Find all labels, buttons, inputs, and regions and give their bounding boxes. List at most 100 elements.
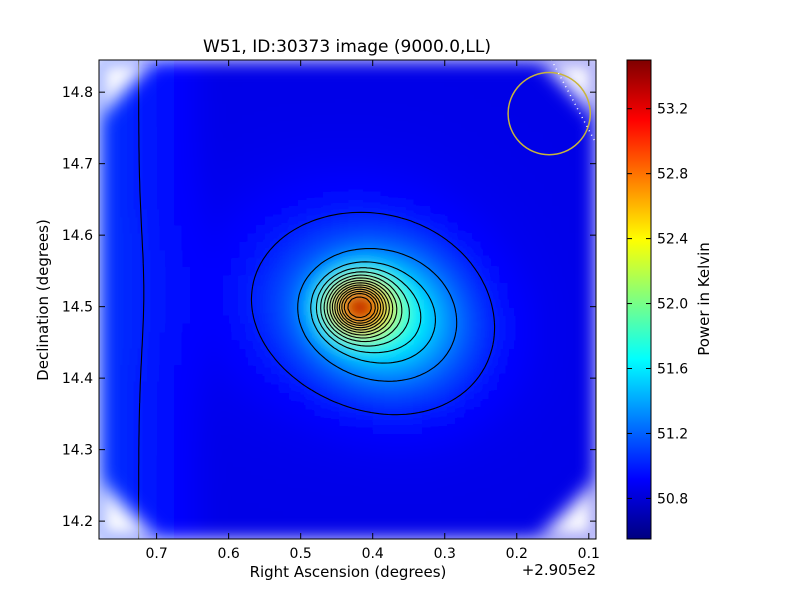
heat-cell xyxy=(231,530,241,539)
heat-cell xyxy=(571,142,581,152)
heat-cell xyxy=(99,415,108,424)
heat-cell xyxy=(264,117,274,127)
heat-cell xyxy=(538,84,547,94)
heat-cell xyxy=(289,241,299,251)
heat-cell xyxy=(123,307,133,317)
heat-cell xyxy=(165,464,175,474)
heat-cell xyxy=(562,307,572,317)
heat-cell xyxy=(206,183,216,193)
heat-cell xyxy=(148,266,158,276)
heat-cell xyxy=(480,68,489,78)
heat-cell xyxy=(422,349,431,358)
heat-cell xyxy=(380,514,390,524)
x-tick-label: 0.2 xyxy=(506,546,528,562)
heat-cell xyxy=(123,332,133,342)
heat-cell xyxy=(455,291,465,301)
heat-cell xyxy=(413,456,423,466)
heat-cell xyxy=(571,472,581,482)
heat-cell xyxy=(289,489,299,499)
heat-cell xyxy=(148,76,158,86)
heat-cell xyxy=(107,431,117,441)
heat-cell xyxy=(347,349,357,358)
heat-cell xyxy=(132,299,142,309)
heat-cell xyxy=(206,126,216,135)
colorbar-tick-label: 52.8 xyxy=(657,167,688,183)
heat-cell xyxy=(488,332,498,342)
heat-cell xyxy=(529,390,539,400)
heat-cell xyxy=(314,225,324,235)
heat-cell xyxy=(422,522,431,532)
heat-cell xyxy=(256,208,266,218)
heat-cell xyxy=(496,291,506,301)
heat-cell xyxy=(422,200,431,210)
heat-cell xyxy=(587,117,596,127)
heat-cell xyxy=(521,216,531,226)
heat-cell xyxy=(413,117,423,127)
heat-cell xyxy=(430,514,440,524)
heat-cell xyxy=(504,68,514,78)
heat-cell xyxy=(546,76,556,86)
heat-cell xyxy=(107,200,117,210)
heat-cell xyxy=(504,134,514,144)
heat-cell xyxy=(463,530,473,539)
heat-cell xyxy=(198,291,208,301)
heat-cell xyxy=(264,497,274,507)
heat-cell xyxy=(272,142,282,152)
heat-cell xyxy=(496,109,506,119)
heat-cell xyxy=(380,216,390,226)
heat-cell xyxy=(521,192,531,201)
plot-area xyxy=(98,59,597,540)
heat-cell xyxy=(190,390,199,400)
heat-cell xyxy=(231,299,241,309)
heat-cell xyxy=(297,357,307,367)
heat-cell xyxy=(529,349,539,358)
heat-cell xyxy=(214,142,224,152)
heat-cell xyxy=(223,241,233,251)
heat-cell xyxy=(306,208,315,218)
heat-cell xyxy=(206,282,216,292)
heat-cell xyxy=(140,266,150,276)
heat-cell xyxy=(496,448,506,458)
heat-cell xyxy=(587,241,596,251)
heat-cell xyxy=(198,497,208,507)
heat-cell xyxy=(115,464,125,474)
heat-cell xyxy=(463,274,473,284)
heat-cell xyxy=(297,390,307,400)
heat-cell xyxy=(430,497,440,507)
heat-cell xyxy=(239,249,249,259)
heat-cell xyxy=(405,150,415,160)
heat-cell xyxy=(306,448,315,458)
heat-cell xyxy=(571,365,581,375)
heat-cell xyxy=(546,382,556,391)
heat-cell xyxy=(99,117,108,127)
heat-cell xyxy=(446,505,456,515)
heat-cell xyxy=(504,60,514,69)
heat-cell xyxy=(330,60,340,69)
heat-cell xyxy=(455,167,465,177)
heat-cell xyxy=(438,530,448,539)
heat-cell xyxy=(405,390,415,400)
heat-cell xyxy=(140,481,150,491)
heat-cell xyxy=(99,365,108,375)
heat-cell xyxy=(264,76,274,86)
heat-cell xyxy=(529,307,539,317)
heat-cell xyxy=(256,192,266,201)
heat-cell xyxy=(173,497,183,507)
heat-cell xyxy=(264,101,274,111)
heat-cell xyxy=(339,117,349,127)
heat-cell xyxy=(190,142,199,152)
heat-cell xyxy=(488,390,498,400)
heat-cell xyxy=(198,390,208,400)
heat-cell xyxy=(156,472,166,482)
heat-cell xyxy=(140,373,150,383)
heat-cell xyxy=(181,439,191,449)
heat-cell xyxy=(173,282,183,292)
heat-cell xyxy=(438,472,448,482)
heat-cell xyxy=(306,200,315,210)
heat-cell xyxy=(330,134,340,144)
heat-cell xyxy=(99,225,108,235)
heat-cell xyxy=(314,423,324,433)
heat-cell xyxy=(322,266,332,276)
heat-cell xyxy=(405,134,415,144)
heat-cell xyxy=(190,126,199,135)
